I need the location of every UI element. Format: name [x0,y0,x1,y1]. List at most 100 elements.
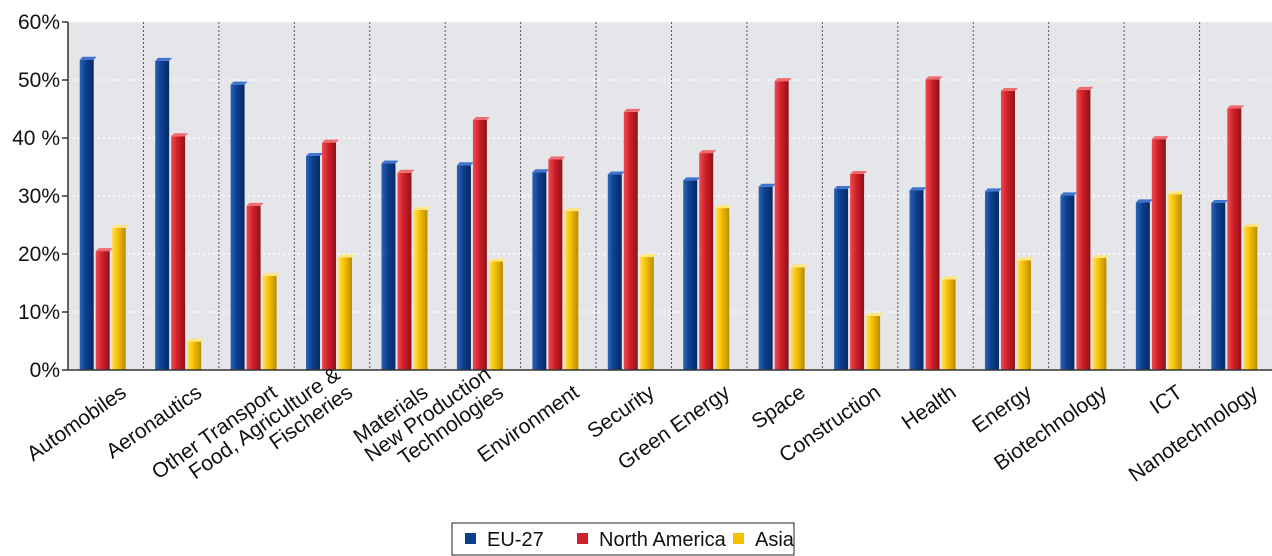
bar-face [95,251,110,370]
bar-face [607,174,622,370]
bar-face [715,208,730,370]
category-separators [142,22,1201,370]
bar-top [607,171,625,175]
bar [1060,192,1078,370]
bar [774,78,792,370]
bar-top [456,162,474,166]
bar-face [909,190,924,370]
bar-face [79,59,94,370]
bar [1243,223,1261,370]
bar-top [715,205,733,209]
bar [834,186,852,370]
bar [306,152,324,370]
bar-top [397,169,415,173]
bar-top [1167,191,1185,195]
bar-face [322,142,337,370]
bar [397,169,415,370]
bar-face [488,261,503,370]
bar-top [1227,105,1245,109]
bar-top [472,117,490,121]
bar-top [1076,86,1094,90]
bar-top [866,313,884,317]
y-tick-labels: 0% 10% 20% 30% 40 % 50% 60% [12,11,60,382]
y-tick-label: 50% [18,69,60,92]
bar-face [925,79,940,371]
bar [909,187,927,370]
legend-swatch [465,533,476,544]
bar-top [322,139,340,143]
bar-top [532,169,550,173]
bar [607,171,625,370]
bar-top [262,273,280,277]
bar-face [941,279,956,370]
bar-face [1016,260,1031,370]
bar [548,156,566,370]
legend: EU-27 North America Asia [451,522,795,556]
y-tick-label: 0% [30,359,60,382]
bar-top [1000,88,1018,92]
bar-face [456,165,471,370]
bar-face [1167,194,1182,370]
bar-top [623,108,641,112]
axes [62,21,1272,371]
bar-top [381,160,399,164]
bar [111,224,129,370]
bar [623,108,641,371]
bar-face [472,120,487,371]
y-tick-label: 10% [18,301,60,324]
bar-face [338,257,353,370]
bar-face [758,186,773,370]
bar-face [413,209,428,370]
bar-face [155,60,170,371]
bar [984,188,1002,370]
bar [699,150,717,370]
bar-top [488,258,506,262]
bar [322,139,340,370]
bar-top [683,177,701,181]
legend-swatch [577,533,588,544]
x-tick-label: Space [748,381,810,434]
x-tick-label: Health [898,381,961,435]
bar-face [623,111,638,371]
bar-top [413,206,431,210]
bar-top [984,188,1002,192]
bar [338,254,356,370]
bar-top [1016,257,1034,261]
bar-top [548,156,566,160]
bar [866,313,884,370]
bar-top [230,81,248,85]
bar-face [246,205,261,370]
bar-top [1151,136,1169,140]
bar-face [381,163,396,370]
bar [262,273,280,370]
bar [758,183,776,370]
bar [639,253,657,370]
bar [1016,257,1034,370]
bar-top [850,170,868,174]
bar-top [187,338,205,342]
bar [1000,88,1018,371]
bar-face [683,180,698,370]
bar-top [758,183,776,187]
bar-top [1243,223,1261,227]
bar [187,338,205,370]
bar-top [699,150,717,154]
bar-face [1135,202,1150,370]
bar [1076,86,1094,371]
bar [1227,105,1245,371]
bar-face [834,189,849,370]
bar [564,208,582,370]
bar [381,160,399,370]
bar [472,117,490,371]
bar-face [230,84,245,370]
legend-label: EU-27 [487,529,544,551]
bar [413,206,431,370]
bar-face [532,172,547,370]
bar-top [306,152,324,156]
bar-face [171,136,186,370]
bar-face [262,276,277,370]
bar [456,162,474,370]
bar [532,169,550,370]
x-tick-label: ICT [1146,381,1187,419]
